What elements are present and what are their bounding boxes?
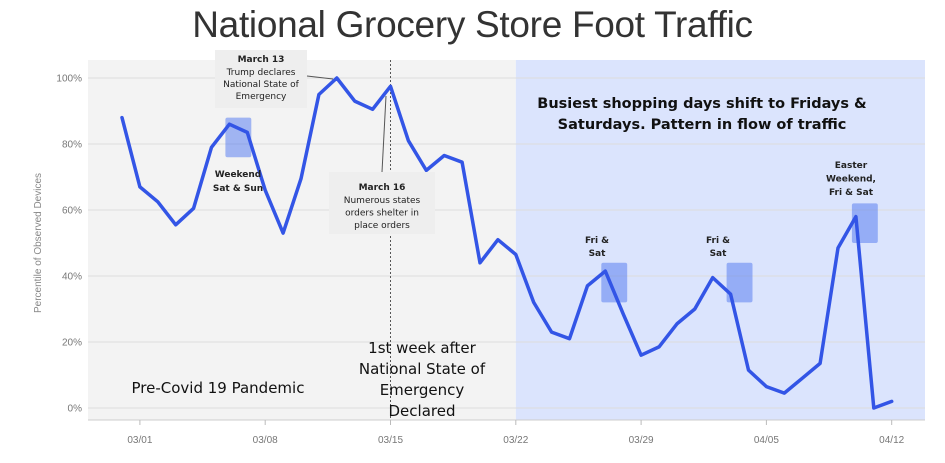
pre-covid-label: Pre-Covid 19 Pandemic — [132, 379, 305, 397]
march13-callout-box — [215, 50, 307, 108]
easter-label: Weekend, — [826, 175, 876, 185]
march13-text: National State of — [223, 80, 300, 90]
march13-title: March 13 — [238, 55, 285, 65]
busiest-days-label: Saturdays. Pattern in flow of traffic — [558, 117, 847, 133]
foot-traffic-line — [120, 76, 894, 410]
march13-leader — [306, 75, 334, 80]
y-tick-label: 40% — [62, 272, 82, 283]
fri-sat-label: Sat — [710, 249, 728, 259]
march13-text: Trump declares — [226, 68, 296, 78]
fri-sat-label: Sat — [589, 249, 607, 259]
y-tick-label: 0% — [68, 404, 83, 415]
y-axis-label: Percentile of Observed Devices — [33, 173, 44, 313]
first-week-label: Declared — [389, 402, 456, 420]
fri-sat-label: Fri & — [706, 236, 730, 246]
weekend-label: Sat & Sun — [213, 184, 263, 194]
annotations: March 13 Trump declares National State of E… — [132, 50, 876, 420]
x-tick-label: 03/01 — [127, 435, 152, 446]
first-week-label: 1st week after — [368, 339, 477, 357]
first-week-label: National State of — [359, 360, 486, 378]
pre-covid-region — [88, 60, 516, 420]
march16-title: March 16 — [359, 183, 406, 193]
march16-text: orders shelter in — [345, 209, 419, 219]
y-tick-label: 80% — [62, 140, 82, 151]
highlight-box — [726, 262, 753, 303]
easter-label: Fri & Sat — [829, 188, 874, 198]
weekend-label: Weekend — [215, 170, 262, 180]
x-tick-label: 03/29 — [629, 435, 654, 446]
busiest-days-label: Busiest shopping days shift to Fridays & — [537, 96, 867, 112]
y-tick-label: 60% — [62, 206, 82, 217]
x-tick-label: 03/08 — [253, 435, 278, 446]
x-tick-label: 03/15 — [378, 435, 403, 446]
fri-sat-label: Fri & — [585, 236, 609, 246]
y-tick-label: 100% — [56, 74, 82, 85]
march16-text: place orders — [354, 221, 410, 231]
x-tick-label: 04/05 — [754, 435, 779, 446]
highlight-box — [225, 117, 252, 158]
march16-leader — [381, 95, 387, 173]
y-tick-label: 20% — [62, 338, 82, 349]
march16-text: Numerous states — [344, 196, 421, 206]
chart-title: National Grocery Store Foot Traffic — [192, 4, 753, 45]
background-regions — [88, 60, 925, 420]
first-week-label: Emergency — [380, 381, 465, 399]
axes: 0% 20% 40% 60% 80% 100% 03/01 03/08 03/15 03/22 03… — [33, 60, 925, 446]
march16-callout-box — [329, 172, 435, 234]
x-tick-label: 03/22 — [503, 435, 528, 446]
easter-label: Easter — [835, 161, 868, 171]
series-line — [120, 76, 894, 410]
x-tick-label: 04/12 — [879, 435, 904, 446]
march13-text: Emergency — [236, 92, 287, 102]
